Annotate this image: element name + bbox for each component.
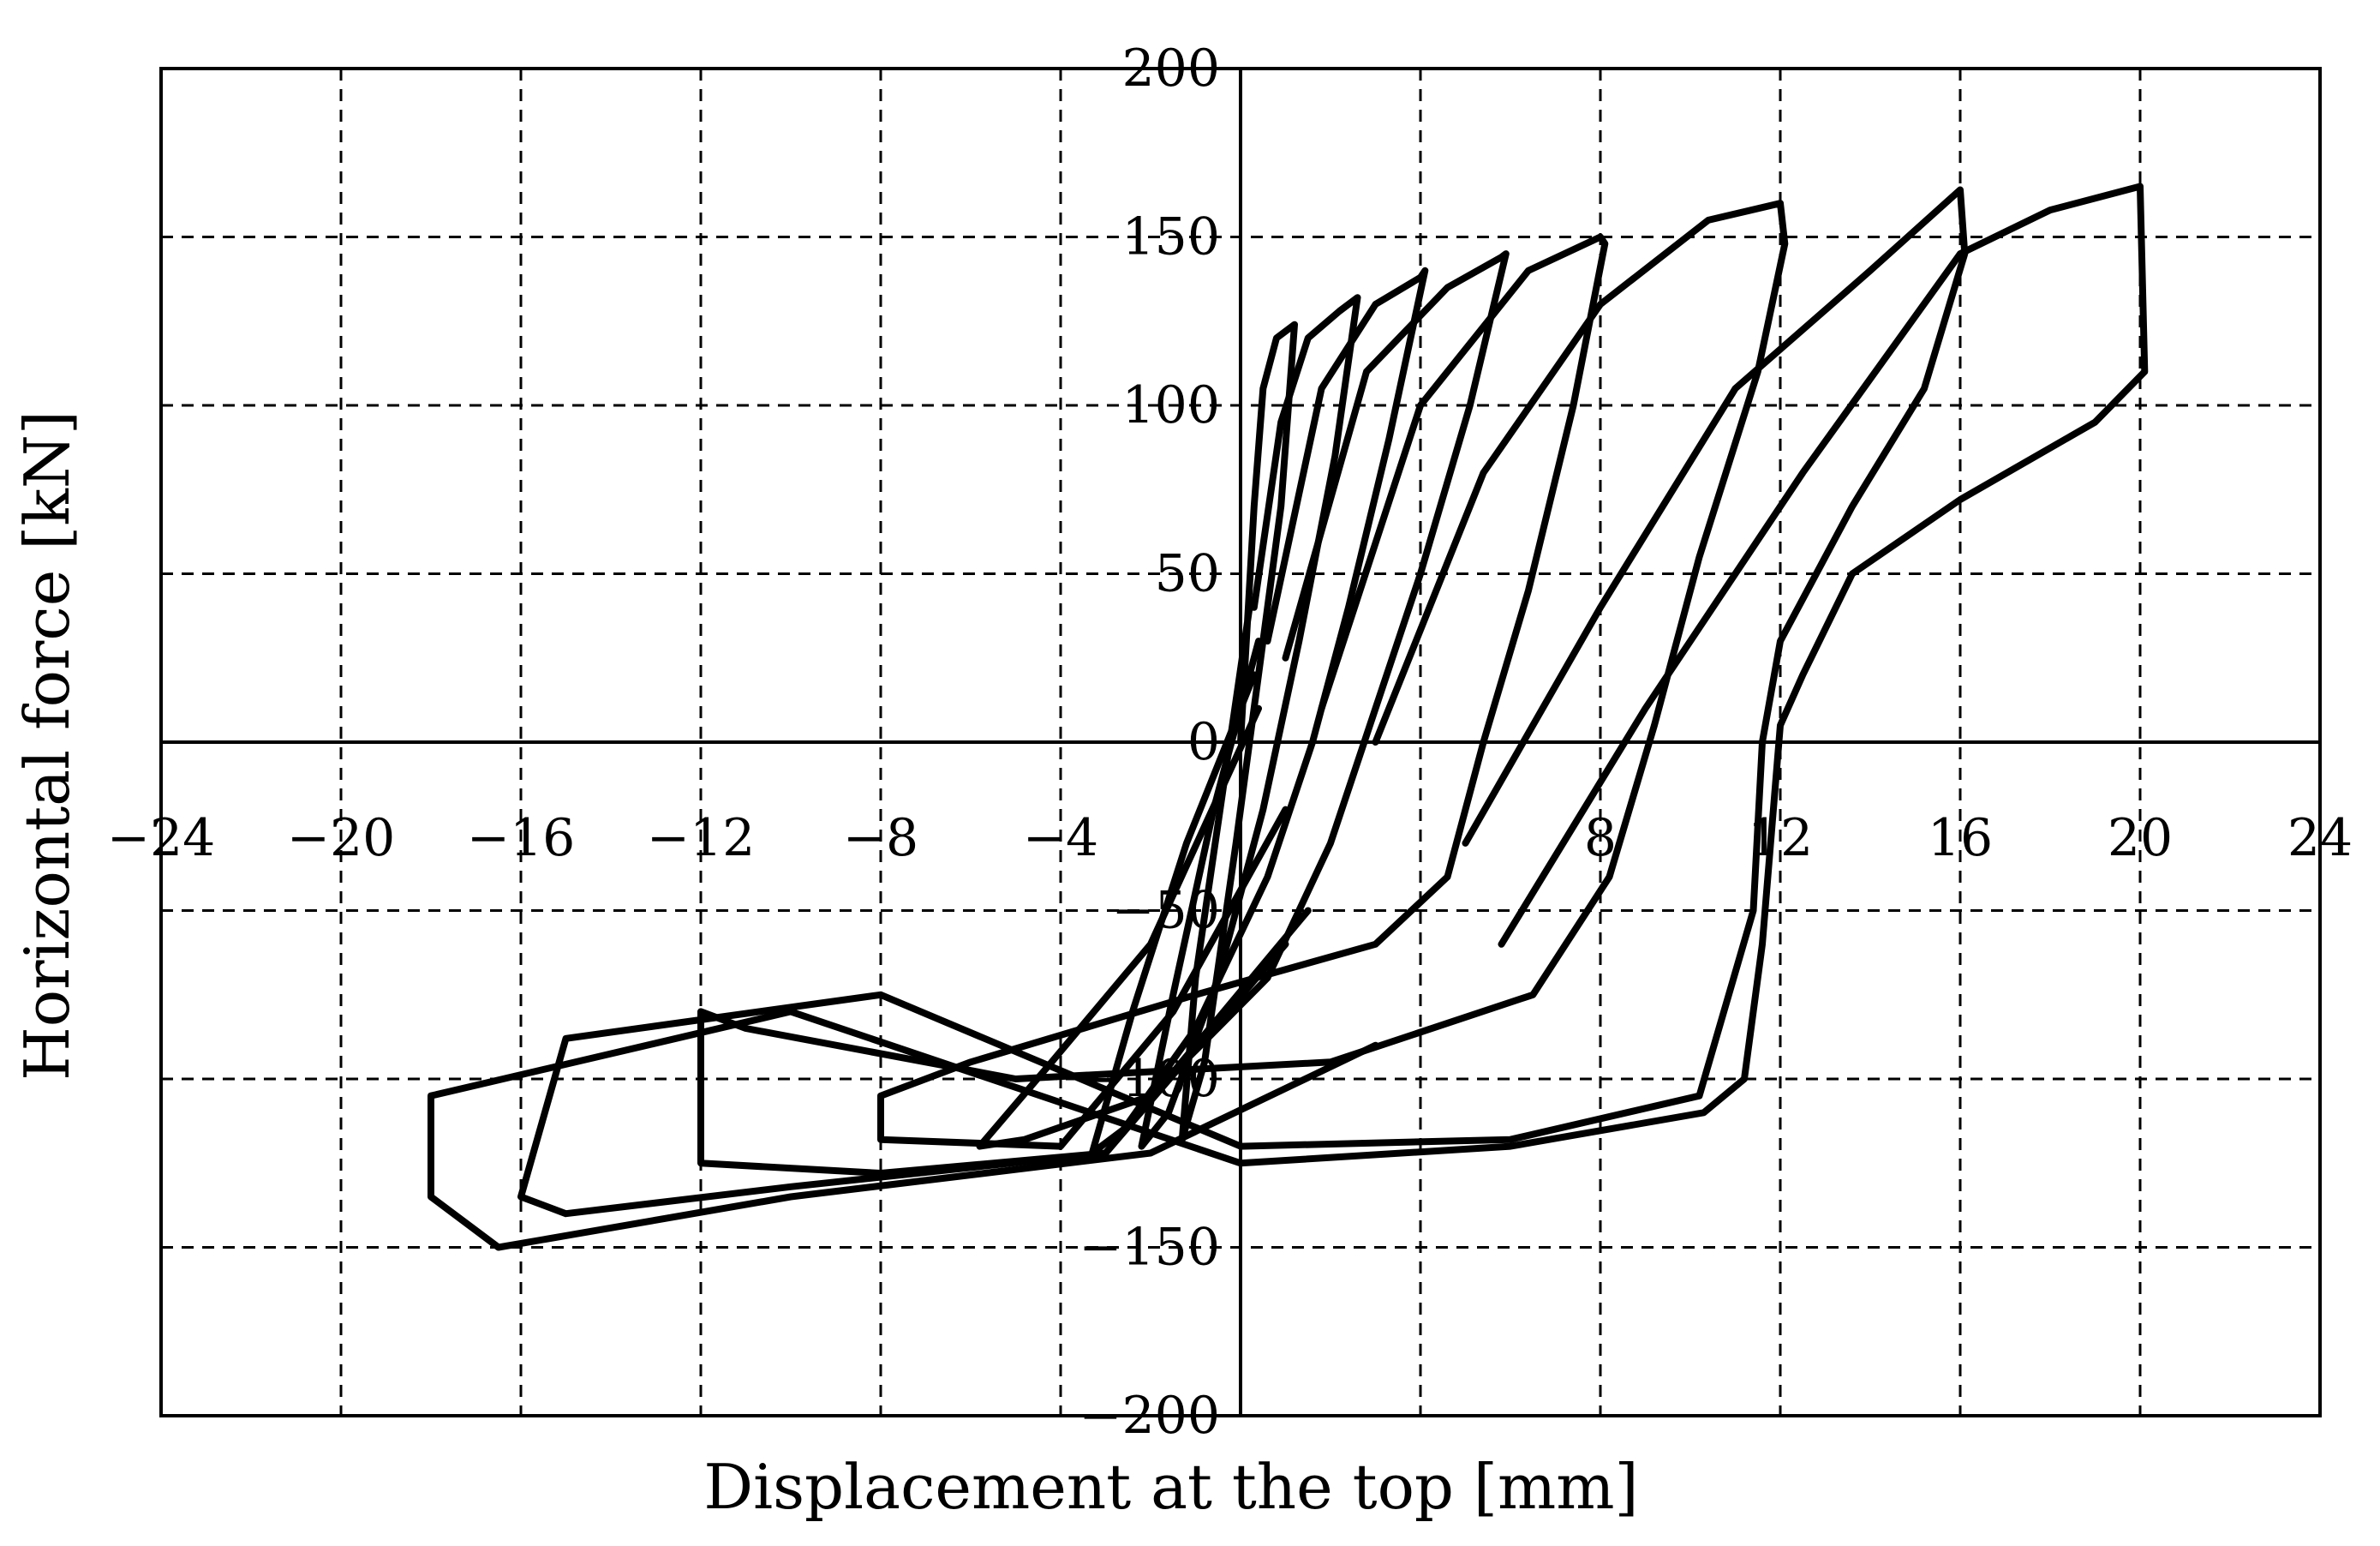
hysteresis-loop-5	[877, 233, 1609, 1150]
y-tick-label: 0	[1187, 712, 1220, 772]
y-tick-label: −100	[1079, 1049, 1220, 1109]
y-tick-label: −50	[1111, 881, 1220, 941]
x-tick-label: −12	[647, 808, 756, 868]
x-axis-title: Displacement at the top [mm]	[703, 1451, 1638, 1523]
hysteresis-loop-7	[517, 186, 1969, 1218]
x-tick-label: −20	[287, 808, 396, 868]
x-tick-label: 12	[1748, 808, 1813, 868]
y-tick-label: 200	[1121, 39, 1220, 99]
hysteresis-loop-6	[697, 200, 1789, 1177]
x-tick-label: −16	[467, 808, 576, 868]
series-layer	[428, 183, 2149, 1251]
x-tick-label: 24	[2287, 808, 2353, 868]
x-tick-label: 8	[1584, 808, 1617, 868]
x-tick-label: −8	[843, 808, 918, 868]
x-tick-label: −4	[1023, 808, 1098, 868]
y-tick-label: 100	[1121, 375, 1220, 435]
grid-layer	[161, 69, 2320, 1416]
x-tick-label: 20	[2108, 808, 2173, 868]
hysteresis-loop-4	[976, 250, 1510, 1150]
x-tick-label: 16	[1928, 808, 1993, 868]
label-layer: −24 −20 −16 −12 −8 −4 8 12 16 20 24 −200 −150 −100 −50…	[107, 39, 2353, 1446]
y-tick-label: 50	[1155, 544, 1220, 604]
y-tick-label: −150	[1079, 1218, 1220, 1278]
y-tick-label: 150	[1121, 207, 1220, 267]
hysteresis-loop-3	[1088, 267, 1429, 1157]
y-axis-title: Horizontal force [kN]	[11, 410, 83, 1081]
hysteresis-loop-8	[428, 183, 2149, 1251]
x-tick-label: −24	[107, 808, 216, 868]
y-tick-label: −200	[1079, 1386, 1220, 1446]
